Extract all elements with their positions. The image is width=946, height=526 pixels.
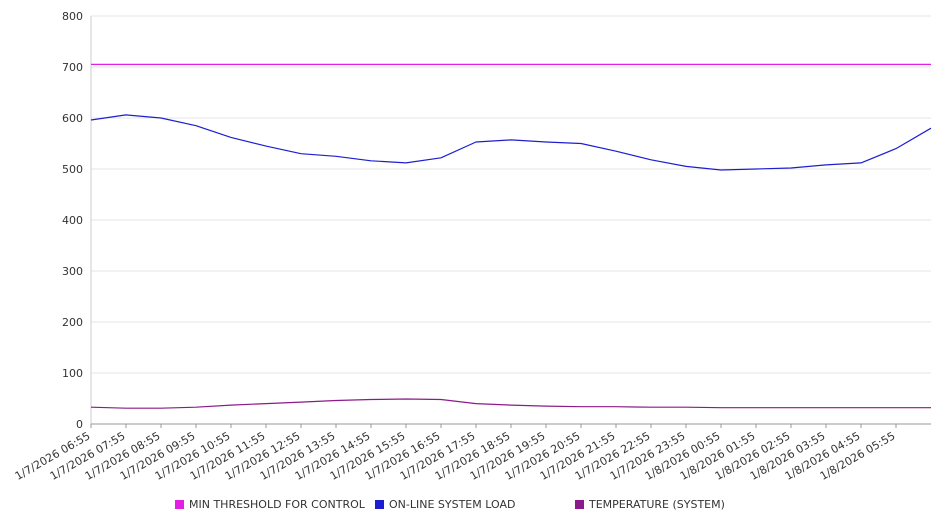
legend-item-temperature[interactable]: TEMPERATURE (SYSTEM)	[575, 498, 725, 511]
series-line-on-line-system-load	[90, 114, 932, 171]
legend-swatch-system-load	[375, 500, 384, 509]
y-tick-label-600: 600	[62, 112, 83, 125]
y-tick-label-700: 700	[62, 61, 83, 74]
gridlines	[91, 15, 931, 374]
plot-area	[90, 63, 932, 409]
y-tick-label-100: 100	[62, 367, 83, 380]
legend: MIN THRESHOLD FOR CONTROL ON-LINE SYSTEM…	[0, 498, 946, 514]
series-line-temperature-system	[90, 398, 931, 409]
x-axis: 1/7/2026 06:551/7/2026 07:551/7/2026 08:…	[13, 423, 931, 483]
legend-label-temperature: TEMPERATURE (SYSTEM)	[589, 498, 725, 511]
legend-label-system-load: ON-LINE SYSTEM LOAD	[389, 498, 516, 511]
y-tick-label-0: 0	[76, 418, 83, 431]
legend-swatch-temperature	[575, 500, 584, 509]
y-tick-label-500: 500	[62, 163, 83, 176]
legend-swatch-min-threshold	[175, 500, 184, 509]
y-axis: 0 100 200 300 400 500 600 700 800	[62, 10, 92, 431]
legend-label-min-threshold: MIN THRESHOLD FOR CONTROL	[189, 498, 365, 511]
y-tick-label-800: 800	[62, 10, 83, 23]
y-tick-label-400: 400	[62, 214, 83, 227]
y-tick-label-200: 200	[62, 316, 83, 329]
legend-item-min-threshold[interactable]: MIN THRESHOLD FOR CONTROL	[175, 498, 365, 511]
y-tick-label-300: 300	[62, 265, 83, 278]
legend-item-system-load[interactable]: ON-LINE SYSTEM LOAD	[375, 498, 515, 511]
